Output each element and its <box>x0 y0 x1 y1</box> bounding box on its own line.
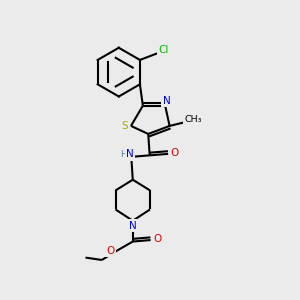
Text: S: S <box>122 121 128 131</box>
Text: O: O <box>153 235 161 244</box>
Text: O: O <box>170 148 179 158</box>
Text: O: O <box>106 246 115 256</box>
Text: N: N <box>126 149 134 160</box>
Text: N: N <box>163 96 170 106</box>
Text: H: H <box>120 150 127 159</box>
Text: N: N <box>130 221 137 231</box>
Text: CH₃: CH₃ <box>184 115 202 124</box>
Text: Cl: Cl <box>158 45 169 56</box>
